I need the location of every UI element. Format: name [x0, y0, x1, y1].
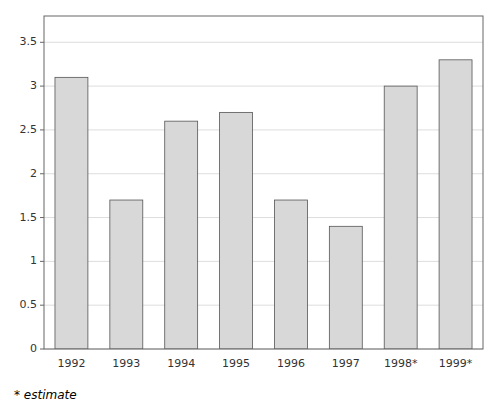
y-tick-label: 3 — [30, 79, 37, 92]
y-tick-label: 1 — [30, 254, 37, 267]
bar — [55, 77, 88, 349]
x-tick-label: 1992 — [57, 357, 85, 370]
x-tick-label: 1997 — [332, 357, 360, 370]
grid-line — [44, 42, 483, 43]
y-tick-label: 1.5 — [20, 211, 38, 224]
y-tick — [40, 129, 44, 130]
x-tick-label: 1996 — [277, 357, 305, 370]
y-tick — [40, 42, 44, 43]
y-tick — [40, 173, 44, 174]
y-tick — [40, 86, 44, 87]
y-tick — [40, 349, 44, 350]
y-tick — [40, 305, 44, 306]
chart-svg: 0 0.5 1 1.5 2 2.5 3 3.5 1992 1993 1994 1995 1996 1997… — [0, 0, 499, 413]
bar — [274, 200, 307, 349]
bar — [220, 112, 253, 349]
x-tick-label: 1994 — [167, 357, 195, 370]
bar — [329, 226, 362, 349]
plot-frame — [44, 16, 483, 349]
chart-container: 0 0.5 1 1.5 2 2.5 3 3.5 1992 1993 1994 1995 1996 1997… — [0, 0, 499, 413]
y-tick-label: 2 — [30, 167, 37, 180]
y-tick-label: 2.5 — [20, 123, 38, 136]
y-tick-label: 0 — [30, 342, 37, 355]
x-tick-label: 1999* — [439, 357, 473, 370]
bar — [384, 86, 417, 349]
y-tick-label: 3.5 — [20, 35, 38, 48]
x-tick-label: 1993 — [112, 357, 140, 370]
bar — [110, 200, 143, 349]
x-tick-label: 1998* — [384, 357, 418, 370]
bar — [439, 60, 472, 349]
x-axis: 1992 1993 1994 1995 1996 1997 1998* 1999* — [57, 357, 472, 370]
footnote: * estimate — [14, 388, 77, 402]
y-axis: 0 0.5 1 1.5 2 2.5 3 3.5 — [20, 35, 484, 355]
bar — [165, 121, 198, 349]
y-tick — [40, 217, 44, 218]
x-tick-label: 1995 — [222, 357, 250, 370]
y-tick — [40, 261, 44, 262]
bars — [55, 60, 472, 349]
y-tick-label: 0.5 — [20, 298, 38, 311]
